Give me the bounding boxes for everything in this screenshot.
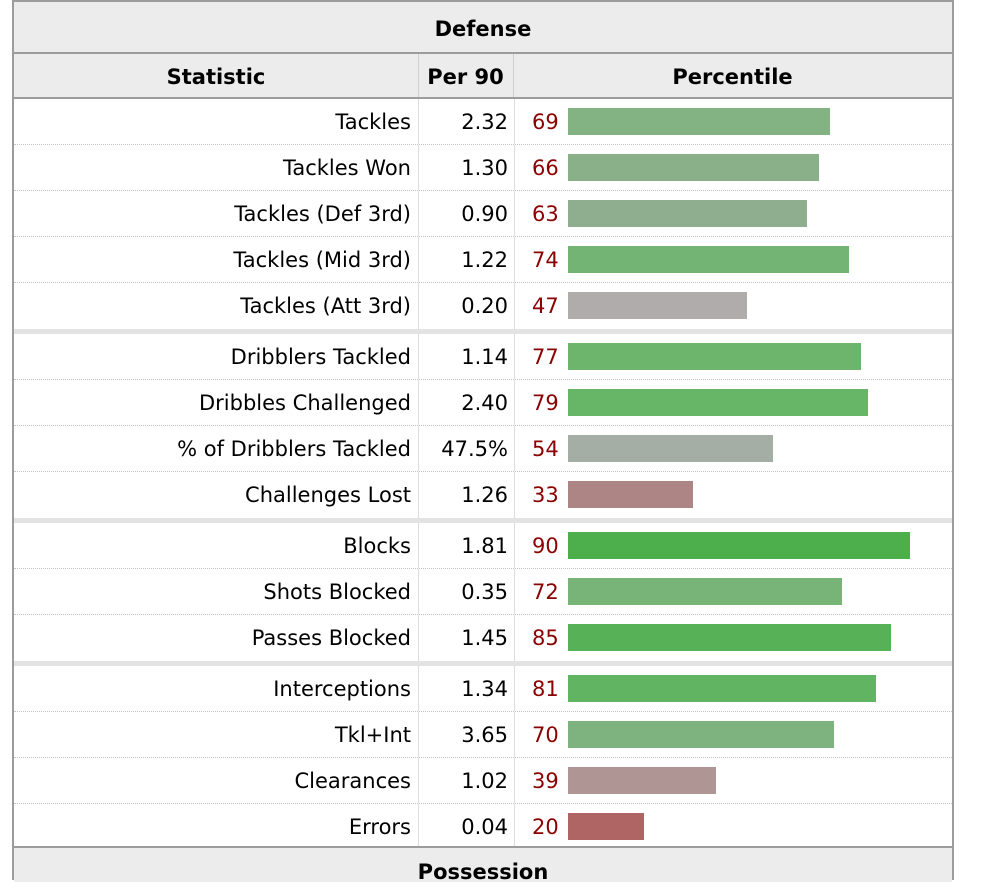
percentile-bar: [568, 721, 834, 748]
percentile-value: 69: [532, 110, 559, 134]
table-row: Errors 0.04 20: [14, 804, 952, 850]
per90-value: 0.20: [418, 283, 515, 329]
per90-value: 0.90: [418, 191, 515, 236]
table-header: Statistic Per 90 Percentile: [14, 52, 952, 99]
column-header-per90[interactable]: Per 90: [418, 54, 514, 97]
table-row: Challenges Lost 1.26 33: [14, 472, 952, 518]
per90-value: 1.81: [418, 523, 515, 568]
per90-value: 0.04: [418, 804, 515, 850]
table-row: Interceptions 1.34 81: [14, 666, 952, 712]
statistic-label[interactable]: Errors: [348, 815, 411, 839]
statistic-label[interactable]: Tackles (Att 3rd): [240, 294, 411, 318]
percentile-bar: [568, 154, 819, 181]
percentile-bar: [568, 578, 842, 605]
percentile-bar: [568, 435, 773, 462]
table-row: Dribbles Challenged 2.40 79: [14, 380, 952, 426]
statistic-label[interactable]: Dribbles Challenged: [199, 391, 411, 415]
percentile-value: 63: [532, 202, 559, 226]
column-header-statistic[interactable]: Statistic: [14, 54, 419, 97]
percentile-value: 54: [532, 437, 559, 461]
per90-value: 3.65: [418, 712, 515, 757]
percentile-value: 85: [532, 626, 559, 650]
per90-value: 1.45: [418, 615, 515, 661]
percentile-value: 79: [532, 391, 559, 415]
statistic-label[interactable]: Clearances: [294, 769, 411, 793]
table-row: Blocks 1.81 90: [14, 523, 952, 569]
per90-value: 1.26: [418, 472, 515, 518]
table-row: Tackles (Mid 3rd) 1.22 74: [14, 237, 952, 283]
statistic-label[interactable]: Tackles: [335, 110, 411, 134]
statistic-label[interactable]: Blocks: [343, 534, 411, 558]
table-row: Tackles 2.32 69: [14, 99, 952, 145]
table-row: Tackles (Att 3rd) 0.20 47: [14, 283, 952, 329]
percentile-bar: [568, 813, 644, 840]
column-header-percentile[interactable]: Percentile: [672, 65, 793, 89]
group-divider: [14, 518, 952, 523]
group-divider: [14, 661, 952, 666]
statistic-label[interactable]: Challenges Lost: [245, 483, 411, 507]
statistic-label[interactable]: Passes Blocked: [251, 626, 411, 650]
table-row: Dribblers Tackled 1.14 77: [14, 334, 952, 380]
percentile-bar: [568, 624, 891, 651]
percentile-value: 39: [532, 769, 559, 793]
percentile-value: 20: [532, 815, 559, 839]
section-header-possession: Possession: [14, 846, 952, 884]
table-row: Clearances 1.02 39: [14, 758, 952, 804]
per90-value: 1.34: [418, 666, 515, 711]
statistic-label[interactable]: Tackles (Mid 3rd): [233, 248, 411, 272]
statistic-label[interactable]: Dribblers Tackled: [230, 345, 411, 369]
statistic-label[interactable]: Tackles (Def 3rd): [234, 202, 411, 226]
per90-value: 1.02: [418, 758, 515, 803]
per90-value: 1.30: [418, 145, 515, 190]
percentile-value: 81: [532, 677, 559, 701]
percentile-bar: [568, 292, 747, 319]
stats-table: Defense Statistic Per 90 Percentile Tack…: [12, 0, 954, 884]
percentile-value: 33: [532, 483, 559, 507]
table-row: Passes Blocked 1.45 85: [14, 615, 952, 661]
statistic-label[interactable]: % of Dribblers Tackled: [177, 437, 411, 461]
percentile-value: 77: [532, 345, 559, 369]
table-row: Shots Blocked 0.35 72: [14, 569, 952, 615]
per90-value: 2.32: [418, 99, 515, 144]
percentile-value: 72: [532, 580, 559, 604]
percentile-bar: [568, 200, 807, 227]
table-row: Tkl+Int 3.65 70: [14, 712, 952, 758]
percentile-bar: [568, 389, 868, 416]
percentile-value: 66: [532, 156, 559, 180]
table-row: Tackles Won 1.30 66: [14, 145, 952, 191]
per90-value: 1.14: [418, 334, 515, 379]
percentile-bar: [568, 246, 849, 273]
per90-value: 2.40: [418, 380, 515, 425]
per90-value: 0.35: [418, 569, 515, 614]
percentile-value: 47: [532, 294, 559, 318]
percentile-value: 70: [532, 723, 559, 747]
percentile-bar: [568, 532, 910, 559]
percentile-bar: [568, 675, 876, 702]
table-row: % of Dribblers Tackled 47.5% 54: [14, 426, 952, 472]
percentile-bar: [568, 108, 830, 135]
statistic-label[interactable]: Tackles Won: [283, 156, 411, 180]
percentile-value: 74: [532, 248, 559, 272]
statistic-label[interactable]: Shots Blocked: [263, 580, 411, 604]
table-row: Tackles (Def 3rd) 0.90 63: [14, 191, 952, 237]
per90-value: 1.22: [418, 237, 515, 282]
percentile-bar: [568, 343, 861, 370]
percentile-value: 90: [532, 534, 559, 558]
section-header-defense: Defense: [14, 0, 952, 52]
percentile-bar: [568, 767, 716, 794]
statistic-label[interactable]: Tkl+Int: [334, 723, 411, 747]
group-divider: [14, 329, 952, 334]
statistic-label[interactable]: Interceptions: [273, 677, 411, 701]
percentile-bar: [568, 481, 693, 508]
per90-value: 47.5%: [418, 426, 515, 471]
